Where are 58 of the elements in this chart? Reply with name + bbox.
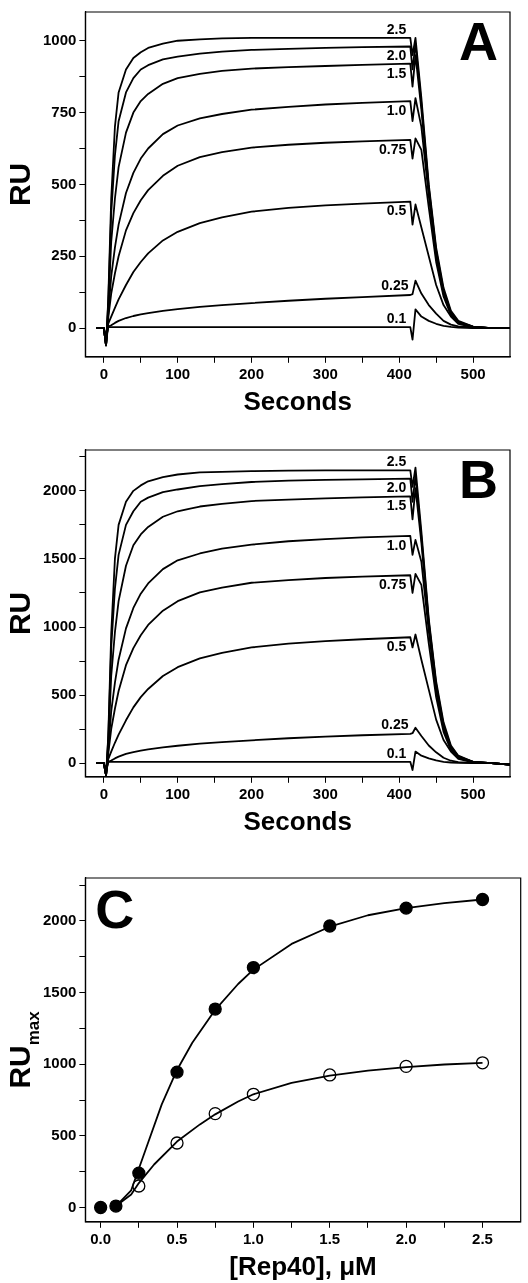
series-label: 0.5	[386, 638, 407, 655]
x-tick-label: 2.0	[395, 1229, 417, 1247]
y-tick-label: 1500	[42, 549, 77, 567]
x-tick-label: 0.0	[90, 1229, 112, 1247]
chart-title: B	[459, 448, 498, 509]
series-label: 2.0	[386, 479, 407, 496]
x-tick-label: 200	[239, 364, 265, 382]
y-tick-label: 500	[51, 1125, 77, 1143]
y-axis-title: RUmax	[3, 1010, 43, 1089]
y-tick-label: 1500	[42, 982, 77, 1000]
series-label: 2.5	[386, 20, 407, 37]
series-label: 1.0	[386, 101, 407, 118]
x-tick-label: 100	[165, 364, 191, 382]
series-label: 0.1	[386, 310, 407, 327]
x-tick-label: 200	[239, 784, 265, 802]
series-label: 2.0	[386, 47, 407, 64]
y-axis-title: RU	[3, 591, 37, 636]
y-tick-label: 500	[51, 174, 77, 192]
x-tick-label: 300	[312, 364, 338, 382]
y-tick-label: 250	[51, 246, 77, 264]
series-label: 1.5	[386, 497, 407, 514]
y-tick-label: 2000	[42, 480, 77, 498]
chart-title: C	[95, 878, 135, 939]
x-tick-label: 300	[312, 784, 338, 802]
x-tick-label: 400	[386, 364, 412, 382]
y-tick-label: 1000	[42, 30, 77, 48]
series-label: 1.0	[386, 536, 407, 553]
x-tick-label: 2.5	[472, 1229, 493, 1247]
series-label: 1.5	[386, 64, 407, 81]
x-axis-title: Seconds	[243, 805, 352, 836]
x-axis-title: Seconds	[243, 385, 352, 416]
chart-title: A	[459, 10, 498, 71]
x-tick-label: 0.5	[166, 1229, 188, 1247]
y-tick-label: 2000	[42, 911, 77, 929]
series-label: 0.75	[379, 140, 407, 157]
x-tick-label: 100	[165, 784, 191, 802]
y-tick-label: 1000	[42, 1054, 77, 1072]
series-label: 0.25	[381, 277, 409, 294]
series-label: 0.1	[386, 744, 407, 761]
x-tick-label: 1.0	[242, 1229, 264, 1247]
x-tick-label: 1.5	[319, 1229, 341, 1247]
series-label: 0.5	[386, 202, 407, 219]
y-tick-label: 750	[51, 102, 77, 120]
series-label: 2.5	[386, 453, 407, 470]
y-tick-label: 0	[68, 318, 77, 336]
y-tick-label: 0	[68, 1197, 77, 1215]
y-tick-label: 0	[68, 753, 77, 771]
y-axis-title: RU	[3, 162, 37, 207]
series-label: 0.25	[381, 716, 409, 733]
x-tick-label: 0	[99, 364, 108, 382]
x-tick-label: 0	[99, 784, 108, 802]
series-label: 0.75	[379, 576, 407, 593]
y-tick-label: 500	[51, 685, 77, 703]
x-tick-label: 400	[386, 784, 412, 802]
y-tick-label: 1000	[42, 617, 77, 635]
x-axis-title: [Rep40], μM	[229, 1250, 377, 1281]
x-tick-label: 500	[460, 364, 486, 382]
x-tick-label: 500	[460, 784, 486, 802]
